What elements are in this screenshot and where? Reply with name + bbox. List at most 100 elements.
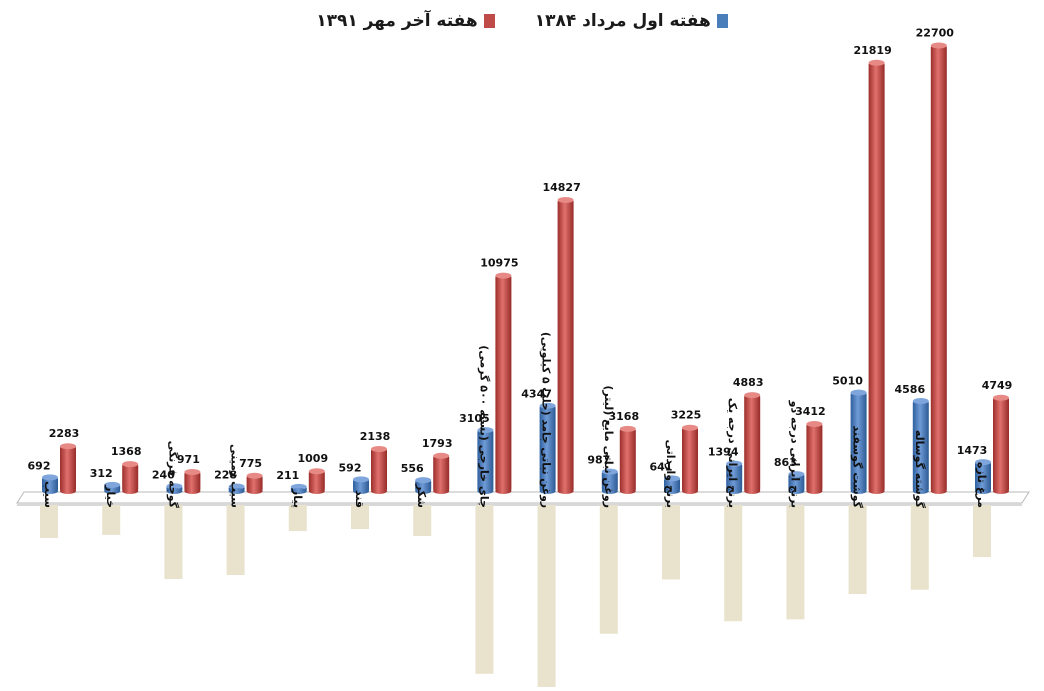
value-label-series-2-5: 2138 (360, 430, 391, 443)
category-label-1: خیار (102, 484, 121, 535)
value-label-series-2-1: 1368 (111, 445, 142, 458)
category-label-bg-12 (786, 505, 805, 620)
category-label-bg-4 (288, 505, 307, 532)
category-label-2: گوجه فرنگی (164, 441, 183, 580)
bar-series-2-6 (433, 452, 450, 494)
value-label-series-2-7: 10975 (480, 257, 518, 270)
bar-series-2-11 (744, 392, 761, 494)
bar-series-1-9 (601, 468, 618, 494)
bar-series-1-12 (788, 471, 805, 494)
category-label-bg-14 (910, 505, 929, 590)
category-label-text-0: سیب (42, 481, 55, 508)
value-label-series-2-0: 2283 (49, 427, 80, 440)
value-label-series-2-2: 971 (177, 453, 200, 466)
value-label-series-2-11: 4883 (733, 376, 764, 389)
value-label-series-1-11: 1394 (708, 446, 739, 459)
category-label-13: گوشت گوسفند (848, 426, 867, 595)
value-label-series-1-13: 5010 (832, 375, 863, 388)
bar-series-2-2 (184, 468, 201, 494)
bar-series-2-14 (930, 42, 947, 494)
bars-layer (42, 42, 1009, 494)
chart-floor-edge (17, 503, 1022, 506)
category-label-bg-0 (40, 505, 58, 538)
value-label-series-2-3: 775 (239, 457, 262, 470)
value-label-series-2-13: 21819 (853, 44, 891, 57)
category-label-text-8: روغن نباتی جامد (حلب ۵ کیلویی) (540, 332, 553, 508)
category-label-text-13: گوشت گوسفند (851, 426, 864, 509)
value-label-series-2-6: 1793 (422, 437, 453, 450)
category-label-text-9: روغن نباتی مایع (لیتر) (602, 385, 615, 508)
legend: هفته آخر مهر ۱۳۹۱ هفته اول مرداد ۱۳۸۴ (0, 8, 1044, 34)
category-label-text-10: برنج وارداتی (664, 440, 677, 508)
category-label-0: سیب (40, 481, 58, 538)
value-label-series-2-14: 22700 (916, 27, 955, 40)
value-label-series-1-7: 3105 (459, 412, 490, 425)
legend-swatch-series-1 (716, 14, 728, 28)
category-label-text-15: مرغ تازه (975, 462, 988, 508)
bar-series-2-0 (60, 443, 76, 494)
category-label-8: روغن نباتی جامد (حلب ۵ کیلویی) (537, 332, 556, 687)
category-label-3: سیب زمینی (226, 444, 245, 576)
value-label-series-1-4: 211 (276, 469, 299, 482)
category-label-text-14: گوشته گوساله (913, 430, 926, 509)
category-label-bg-15 (973, 505, 991, 558)
bar-series-2-13 (868, 59, 885, 494)
category-label-text-3: سیب زمینی (229, 444, 242, 508)
bar-series-1-11 (726, 460, 743, 494)
value-label-series-1-0: 692 (28, 459, 51, 472)
bar-series-2-7 (495, 272, 512, 494)
bar-series-1-1 (104, 481, 121, 494)
bar-series-1-7 (477, 427, 494, 494)
category-label-9: روغن نباتی مایع (لیتر) (599, 385, 618, 634)
bar-series-1-8 (539, 402, 556, 494)
value-label-series-1-9: 987 (587, 454, 610, 467)
category-label-bg-13 (848, 505, 867, 595)
value-label-series-1-2: 240 (152, 468, 175, 481)
category-label-14: گوشته گوساله (910, 430, 929, 590)
value-label-series-1-15: 1473 (957, 444, 988, 457)
bar-series-1-6 (415, 477, 432, 494)
category-label-bg-2 (164, 505, 183, 580)
bar-series-2-1 (122, 461, 139, 494)
bar-series-1-5 (353, 476, 369, 494)
category-label-bg-7 (475, 505, 494, 674)
value-label-series-2-8: 14827 (542, 181, 580, 194)
value-label-series-2-10: 3225 (671, 409, 702, 422)
category-label-12: برنج ایرانی درجه دو (786, 400, 805, 620)
category-label-text-6: شکر (415, 483, 428, 508)
category-label-bg-11 (724, 505, 743, 622)
category-label-bg-8 (537, 505, 556, 687)
bar-series-2-5 (371, 446, 387, 494)
value-label-series-1-5: 592 (339, 461, 362, 474)
category-label-4: پیاز (288, 488, 307, 532)
category-label-text-1: خیار (104, 484, 117, 508)
category-label-bg-10 (662, 505, 680, 580)
value-label-series-1-10: 641 (650, 460, 673, 473)
bar-series-1-4 (290, 483, 307, 494)
bar-series-2-8 (557, 197, 574, 494)
category-label-text-4: پیاز (291, 488, 304, 508)
legend-item-series-1: هفته اول مرداد ۱۳۸۴ (535, 11, 728, 31)
category-label-text-11: برنج ایرانی درجه یک (726, 398, 739, 508)
legend-label-series-1: هفته اول مرداد ۱۳۸۴ (534, 11, 711, 31)
bar-series-1-10 (664, 475, 680, 494)
legend-item-series-2: هفته آخر مهر ۱۳۹۱ (316, 11, 495, 31)
bar-series-1-3 (228, 483, 245, 494)
legend-swatch-series-2 (483, 14, 495, 28)
category-label-bg-1 (102, 505, 121, 535)
legend-label-series-2: هفته آخر مهر ۱۳۹۱ (316, 11, 478, 31)
bar-series-2-3 (246, 472, 263, 494)
category-label-bg-3 (226, 505, 245, 576)
value-label-series-1-3: 228 (214, 469, 237, 482)
category-label-text-2: گوجه فرنگی (166, 441, 179, 509)
category-label-11: برنج ایرانی درجه یک (724, 398, 743, 622)
value-label-series-2-9: 3168 (608, 410, 639, 423)
bar-series-1-2 (166, 483, 183, 494)
category-label-bg-6 (413, 505, 432, 537)
category-label-text-5: قند (353, 490, 366, 508)
bar-series-2-15 (993, 394, 1009, 494)
value-label-series-1-8: 4347 (521, 388, 552, 401)
bar-series-1-13 (850, 389, 867, 494)
category-label-text-12: برنج ایرانی درجه دو (788, 400, 801, 508)
bar-series-1-15 (975, 459, 991, 494)
